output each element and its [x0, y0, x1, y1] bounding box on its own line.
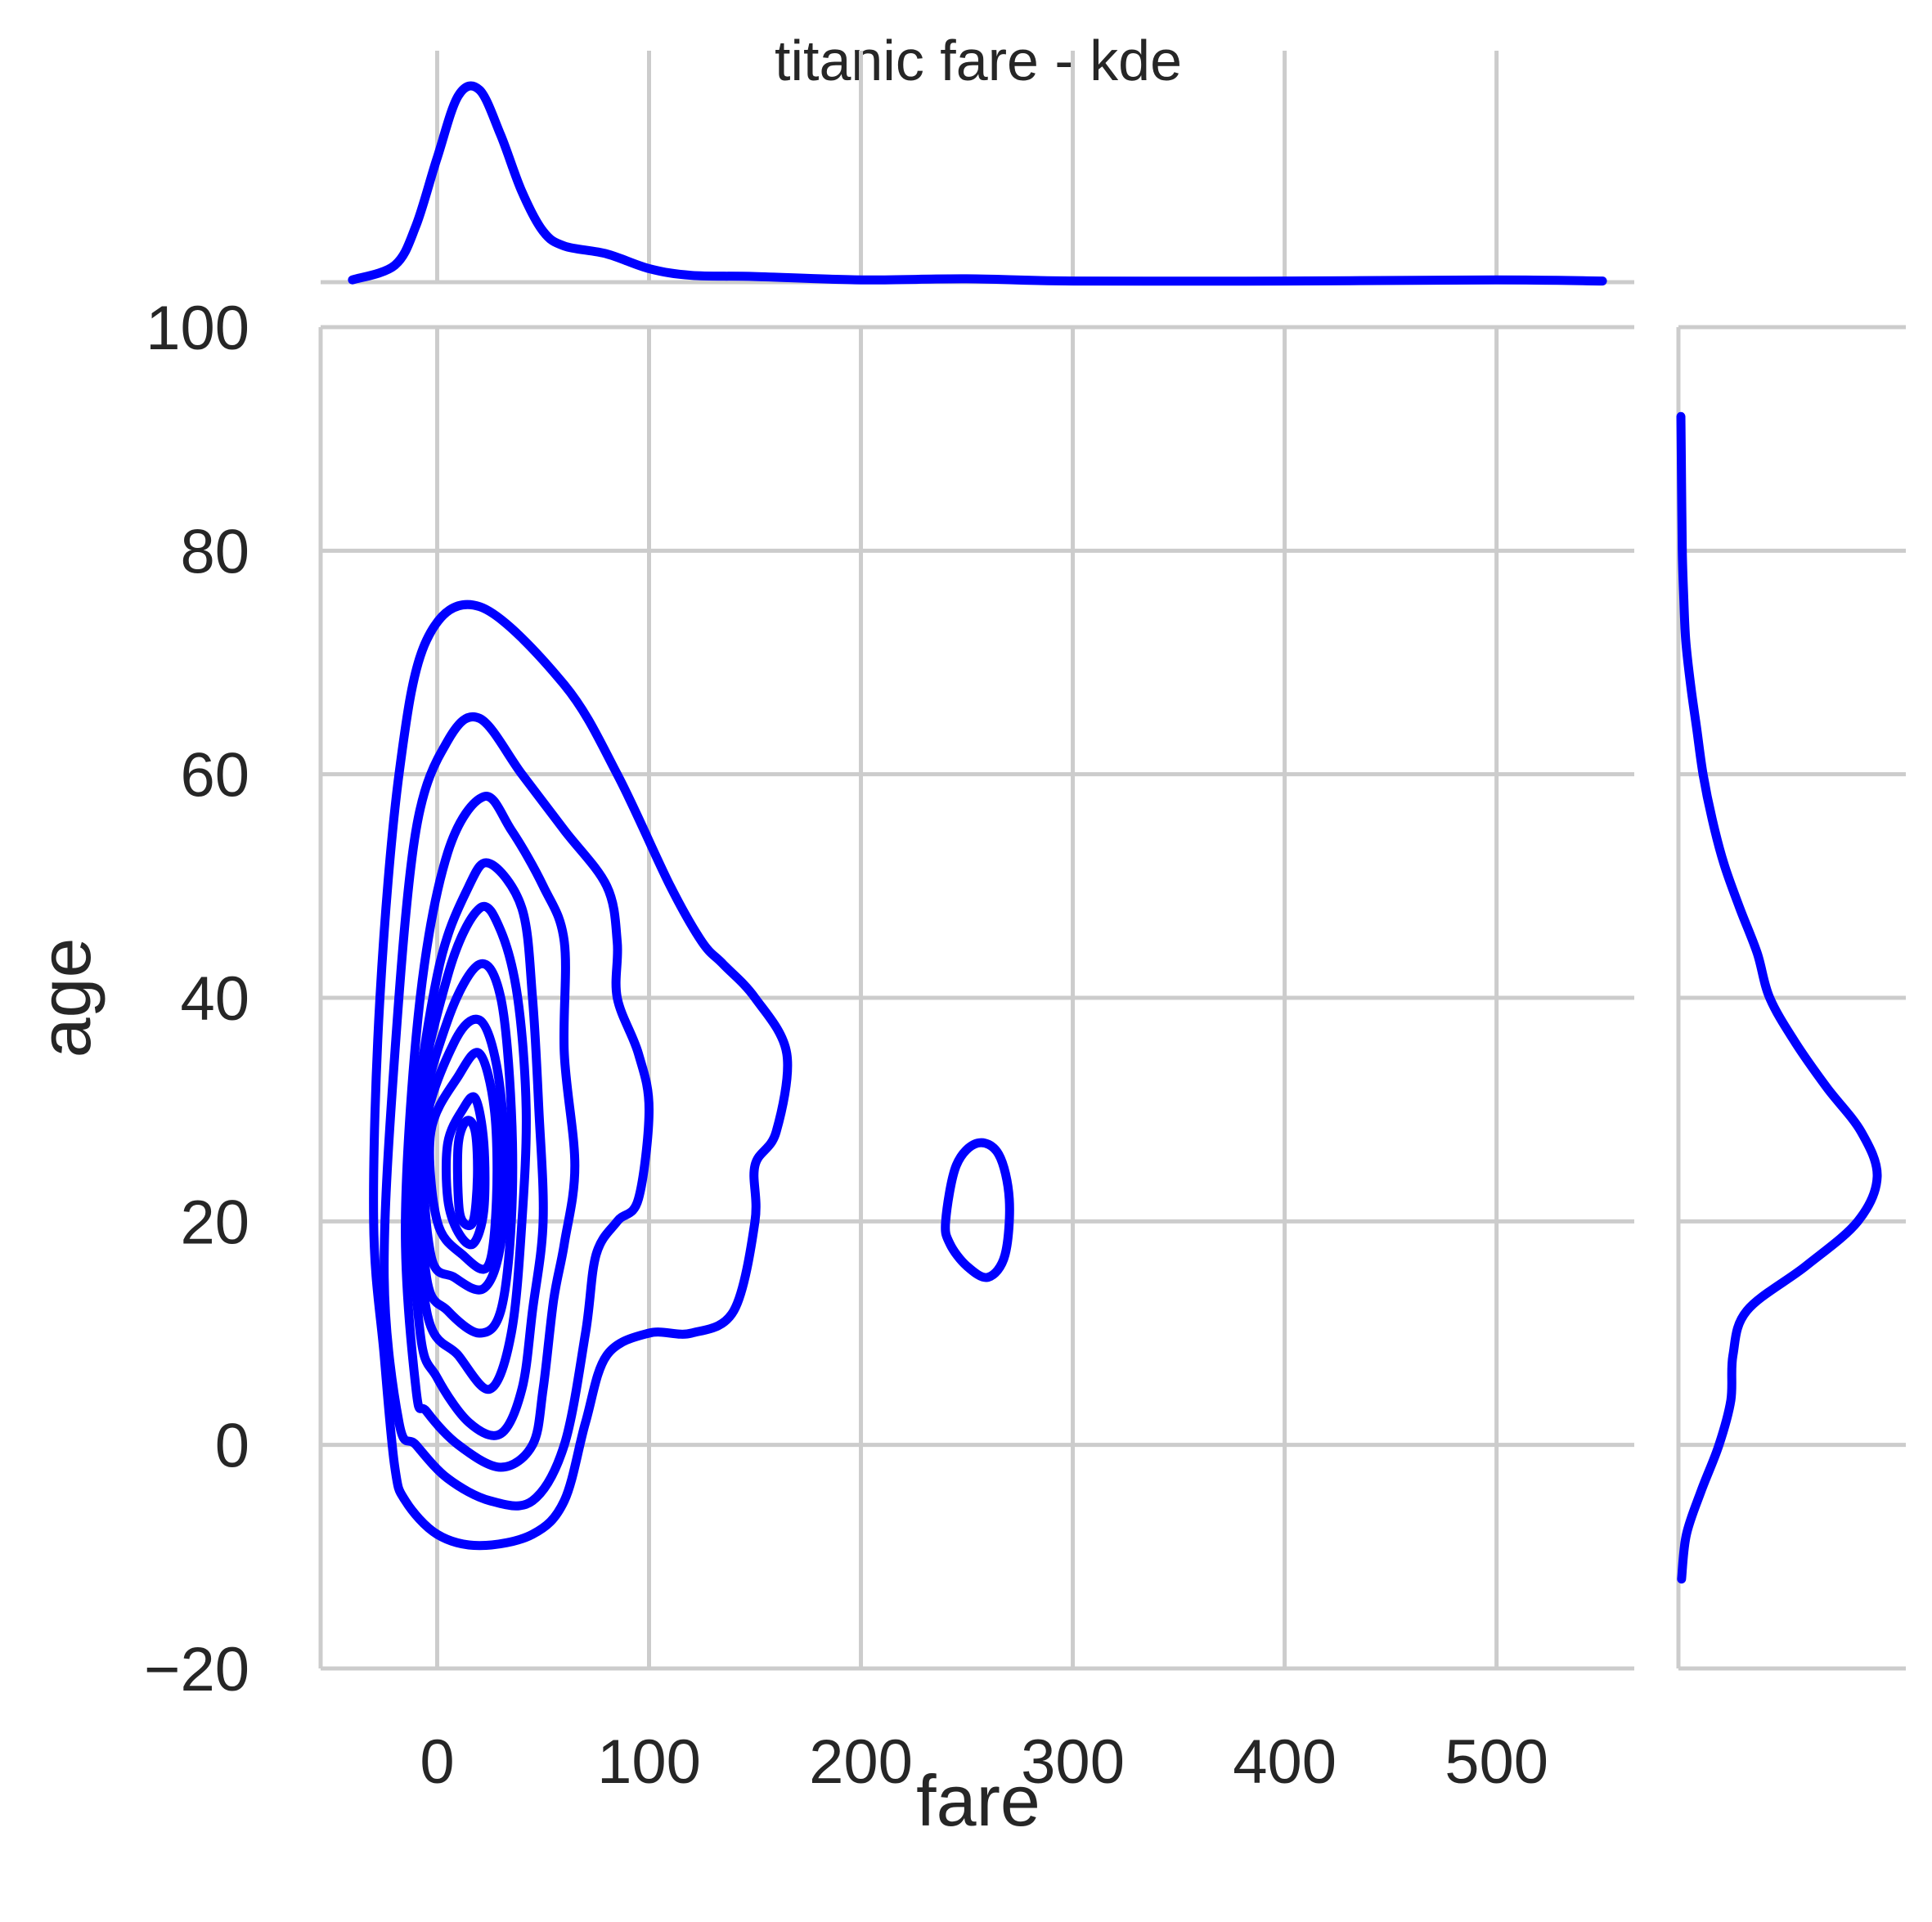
- kde-contour-level-10: [452, 1116, 483, 1231]
- y-tick-label: 0: [215, 1412, 249, 1481]
- kde-contour-level-4: [407, 858, 548, 1440]
- kde-contour-level-9: [441, 1092, 490, 1250]
- fare-marginal-kde-line: [348, 81, 1607, 286]
- kde-contour-level-7: [418, 1014, 510, 1295]
- kde-contour-outlier-mode: [941, 1138, 1014, 1282]
- kde-contour-level-8: [425, 1048, 502, 1274]
- x-axis-tick-labels: 0 100 200 300 400 500: [420, 1727, 1548, 1797]
- y-tick-label: −20: [144, 1635, 249, 1704]
- top-marginal-panel: [321, 51, 1634, 286]
- x-tick-label: 200: [809, 1727, 913, 1797]
- right-marginal-grid: [1678, 325, 1906, 1671]
- x-tick-label: 400: [1233, 1727, 1337, 1797]
- x-tick-label: 300: [1021, 1727, 1125, 1797]
- chart-title: titanic fare - kde: [775, 29, 1182, 92]
- y-tick-label: 40: [180, 964, 249, 1034]
- kde-contour-level-3: [401, 792, 580, 1472]
- y-tick-label: 80: [180, 517, 249, 586]
- x-tick-label: 100: [597, 1727, 701, 1797]
- kde-contour-level-2: [380, 712, 654, 1511]
- y-tick-label: 20: [180, 1188, 249, 1257]
- x-tick-label: 0: [420, 1727, 454, 1797]
- joint-kde-contours: [369, 600, 1014, 1551]
- y-axis-label: age: [25, 938, 106, 1058]
- x-axis-label: fare: [916, 1760, 1040, 1841]
- right-marginal-panel: [1676, 325, 1906, 1671]
- top-marginal-grid: [434, 51, 1499, 282]
- age-marginal-kde-line: [1676, 411, 1882, 1584]
- kde-contour-level-6: [414, 959, 518, 1338]
- kde-contour-level-5: [410, 902, 531, 1394]
- y-axis-tick-labels: −20 0 20 40 60 80 100: [144, 294, 249, 1704]
- kde-contour-level-1: [369, 600, 793, 1551]
- joint-kde-panel: 0 100 200 300 400 500 −20 0 20 40 60 80 100: [144, 294, 1634, 1797]
- y-tick-label: 100: [146, 294, 249, 363]
- y-tick-label: 60: [180, 741, 249, 811]
- x-tick-label: 500: [1445, 1727, 1548, 1797]
